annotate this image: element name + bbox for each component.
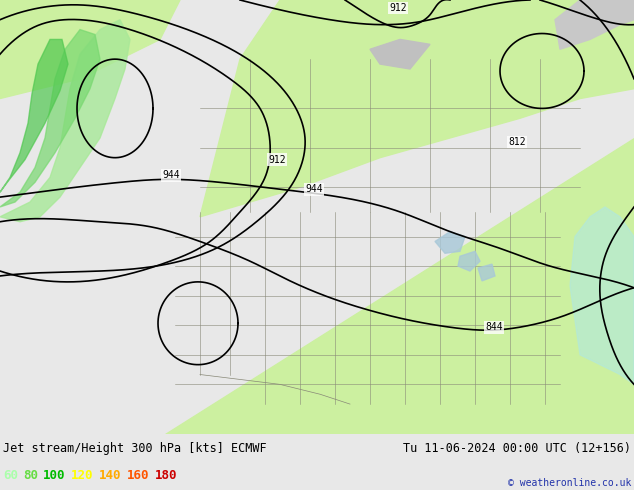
Text: 80: 80 [23, 468, 38, 482]
Text: © weatheronline.co.uk: © weatheronline.co.uk [508, 478, 631, 488]
Polygon shape [0, 29, 100, 207]
Text: 180: 180 [155, 468, 178, 482]
Polygon shape [478, 264, 495, 281]
Text: 844: 844 [485, 322, 503, 332]
Text: 944: 944 [305, 184, 323, 194]
Text: Jet stream/Height 300 hPa [kts] ECMWF: Jet stream/Height 300 hPa [kts] ECMWF [3, 442, 267, 455]
Polygon shape [555, 0, 634, 49]
Polygon shape [200, 0, 634, 217]
Polygon shape [0, 39, 68, 192]
Polygon shape [165, 138, 634, 434]
Text: 912: 912 [268, 155, 286, 165]
Text: 912: 912 [389, 3, 407, 13]
Polygon shape [458, 251, 480, 271]
Text: 812: 812 [508, 137, 526, 147]
Text: 120: 120 [71, 468, 93, 482]
Polygon shape [370, 39, 430, 69]
Text: 100: 100 [43, 468, 65, 482]
Text: 944: 944 [162, 171, 179, 180]
Polygon shape [0, 20, 130, 222]
Polygon shape [570, 207, 634, 384]
Text: Tu 11-06-2024 00:00 UTC (12+156): Tu 11-06-2024 00:00 UTC (12+156) [403, 442, 631, 455]
Polygon shape [435, 232, 465, 253]
Polygon shape [0, 0, 180, 98]
Text: 160: 160 [127, 468, 150, 482]
Text: 140: 140 [99, 468, 122, 482]
Text: 60: 60 [3, 468, 18, 482]
